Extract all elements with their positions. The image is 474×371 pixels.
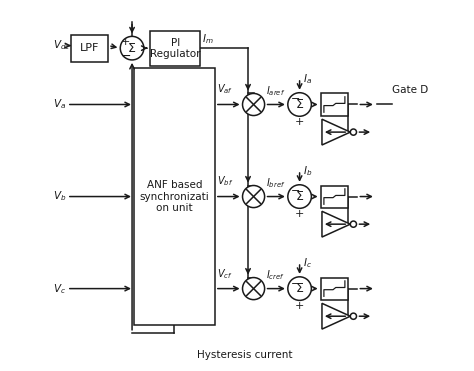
Bar (320, 93, 348, 115)
Text: $-$: $-$ (120, 49, 131, 62)
Text: $-$: $-$ (290, 276, 300, 286)
Text: $-$: $-$ (290, 184, 300, 194)
Bar (71, 35, 108, 62)
Text: $V_c$: $V_c$ (53, 282, 66, 296)
Polygon shape (322, 119, 350, 145)
Text: $I_{aref}$: $I_{aref}$ (266, 84, 286, 98)
Circle shape (350, 313, 356, 319)
Text: $V_{bf}$: $V_{bf}$ (217, 175, 233, 188)
Text: $I_a$: $I_a$ (302, 72, 311, 86)
Bar (134, 68, 215, 325)
Text: $\Sigma$: $\Sigma$ (295, 98, 304, 111)
Text: $I_{bref}$: $I_{bref}$ (266, 176, 286, 190)
Polygon shape (322, 211, 350, 237)
Text: ANF based
synchronizati
on unit: ANF based synchronizati on unit (139, 180, 210, 213)
Text: $I_{cref}$: $I_{cref}$ (266, 268, 285, 282)
Circle shape (288, 277, 311, 301)
Text: $V_{dc}$: $V_{dc}$ (53, 39, 71, 52)
Text: $\Sigma$: $\Sigma$ (295, 282, 304, 295)
Circle shape (350, 129, 356, 135)
Text: $I_c$: $I_c$ (302, 256, 311, 270)
Circle shape (243, 278, 264, 300)
Circle shape (120, 36, 144, 60)
Polygon shape (322, 303, 350, 329)
Text: $I_b$: $I_b$ (302, 164, 312, 178)
Circle shape (243, 186, 264, 208)
Bar (320, 278, 348, 300)
Circle shape (350, 221, 356, 227)
Text: LPF: LPF (80, 43, 100, 53)
Text: $V_b$: $V_b$ (53, 190, 66, 203)
Text: $-$: $-$ (290, 92, 300, 102)
Circle shape (288, 185, 311, 209)
Text: $\Sigma$: $\Sigma$ (128, 42, 137, 55)
Text: $V_{af}$: $V_{af}$ (217, 83, 233, 96)
Circle shape (288, 93, 311, 116)
Text: PI
Regulator: PI Regulator (150, 37, 201, 59)
Bar (150, 31, 200, 66)
Text: $V_a$: $V_a$ (53, 98, 66, 111)
Text: +: + (295, 209, 304, 219)
Circle shape (243, 93, 264, 115)
Bar (320, 186, 348, 208)
Text: +: + (121, 37, 130, 47)
Text: +: + (295, 301, 304, 311)
Text: $\Sigma$: $\Sigma$ (295, 190, 304, 203)
Text: +: + (295, 117, 304, 127)
Text: $V_{cf}$: $V_{cf}$ (217, 267, 232, 280)
Text: Gate D: Gate D (392, 85, 428, 95)
Text: $I_m$: $I_m$ (202, 32, 214, 46)
Text: Hysteresis current: Hysteresis current (197, 350, 292, 360)
